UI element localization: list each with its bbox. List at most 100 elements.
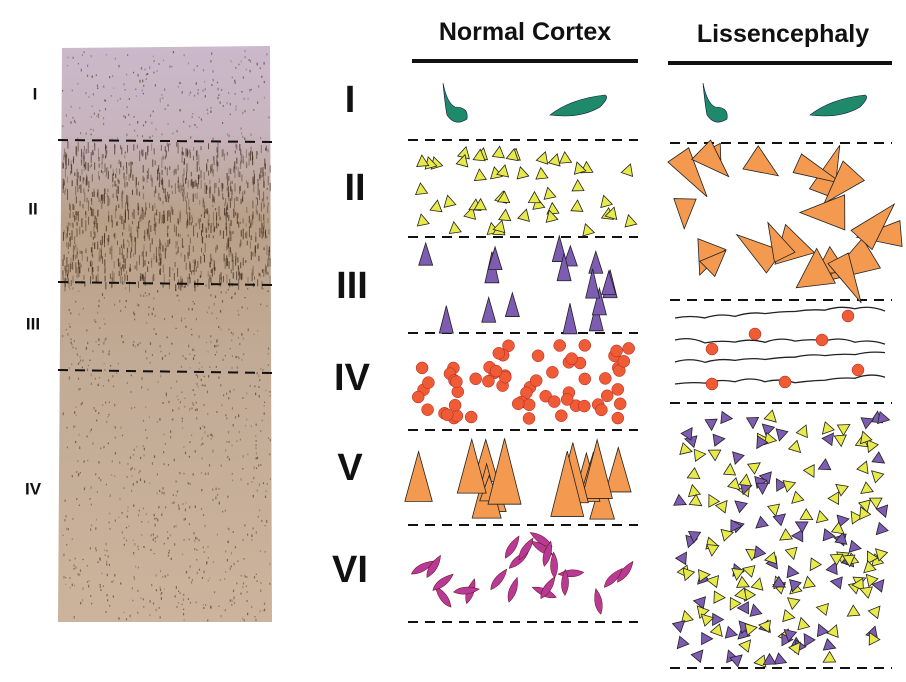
speckle — [153, 328, 155, 330]
speckle — [237, 257, 239, 263]
speckle — [78, 185, 81, 189]
speckle — [216, 494, 219, 496]
speckle — [195, 83, 197, 86]
speckle — [69, 243, 71, 247]
speckle — [236, 271, 238, 280]
speckle — [103, 549, 106, 551]
speckle — [195, 150, 197, 157]
speckle — [127, 506, 129, 509]
speckle — [142, 124, 145, 127]
speckle — [121, 147, 123, 155]
speckle — [215, 496, 217, 500]
speckle — [248, 226, 250, 238]
speckle — [250, 425, 252, 428]
fusiform-cell — [617, 560, 634, 583]
speckle — [192, 181, 194, 189]
speckle — [262, 609, 264, 612]
speckle — [213, 228, 215, 232]
speckle — [172, 418, 174, 421]
speckle — [93, 208, 95, 216]
speckle — [125, 539, 128, 542]
speckle — [65, 328, 67, 331]
speckle — [220, 384, 222, 387]
speckle — [139, 470, 141, 472]
speckle — [136, 144, 138, 149]
speckle — [238, 221, 240, 228]
speckle — [124, 273, 126, 284]
speckle — [94, 242, 96, 249]
speckle — [219, 274, 221, 283]
speckle — [154, 224, 156, 235]
speckle — [244, 137, 246, 141]
speckle — [158, 183, 160, 188]
speckle — [249, 241, 251, 249]
speckle — [62, 412, 64, 415]
speckle — [99, 557, 101, 560]
disorganized-cell — [742, 145, 780, 177]
speckle — [95, 409, 97, 412]
speckle — [70, 338, 72, 341]
speckle — [243, 619, 245, 622]
granule-cell — [617, 355, 631, 368]
speckle — [101, 202, 103, 209]
speckle — [259, 67, 261, 70]
speckle — [263, 177, 265, 188]
speckle — [143, 294, 145, 297]
speckle — [93, 188, 95, 197]
speckle — [197, 183, 199, 189]
speckle — [267, 202, 269, 206]
speckle — [206, 561, 208, 564]
speckle — [194, 193, 196, 198]
mixed-cell — [705, 575, 720, 589]
speckle — [133, 552, 135, 554]
speckle — [216, 212, 218, 221]
speckle — [178, 507, 180, 510]
speckle — [96, 223, 98, 233]
speckle — [62, 275, 64, 281]
speckle — [246, 600, 248, 602]
speckle — [184, 196, 186, 202]
speckle — [90, 116, 92, 118]
speckle — [204, 384, 206, 387]
speckle — [253, 466, 255, 470]
speckle — [133, 116, 135, 118]
speckle — [94, 215, 96, 224]
speckle — [197, 386, 199, 388]
speckle — [166, 531, 169, 533]
mixed-cell — [789, 578, 802, 593]
speckle — [226, 212, 228, 218]
speckle — [220, 272, 222, 280]
speckle — [245, 575, 247, 578]
granule-cell — [546, 366, 559, 379]
speckle — [68, 378, 70, 381]
speckle — [222, 511, 224, 513]
speckle — [169, 143, 171, 146]
speckle — [197, 92, 199, 95]
speckle — [195, 317, 197, 321]
speckle — [155, 222, 157, 228]
speckle — [254, 246, 256, 257]
speckle — [206, 311, 208, 314]
speckle — [177, 176, 179, 183]
speckle — [100, 254, 102, 259]
speckle — [71, 164, 73, 174]
speckle — [91, 602, 93, 605]
speckle — [106, 237, 108, 241]
speckle — [120, 309, 122, 312]
speckle — [100, 479, 102, 482]
speckle — [180, 252, 182, 257]
speckle — [176, 606, 178, 608]
speckle — [257, 101, 259, 104]
speckle — [70, 264, 72, 270]
speckle — [222, 183, 224, 189]
speckle — [255, 423, 257, 426]
speckle — [130, 161, 132, 172]
speckle — [79, 200, 81, 207]
speckle — [134, 129, 136, 132]
speckle — [163, 492, 165, 495]
pyramidal-cell — [551, 234, 567, 262]
speckle — [242, 468, 244, 470]
speckle — [79, 262, 81, 274]
speckle — [147, 73, 149, 75]
speckle — [68, 323, 70, 325]
